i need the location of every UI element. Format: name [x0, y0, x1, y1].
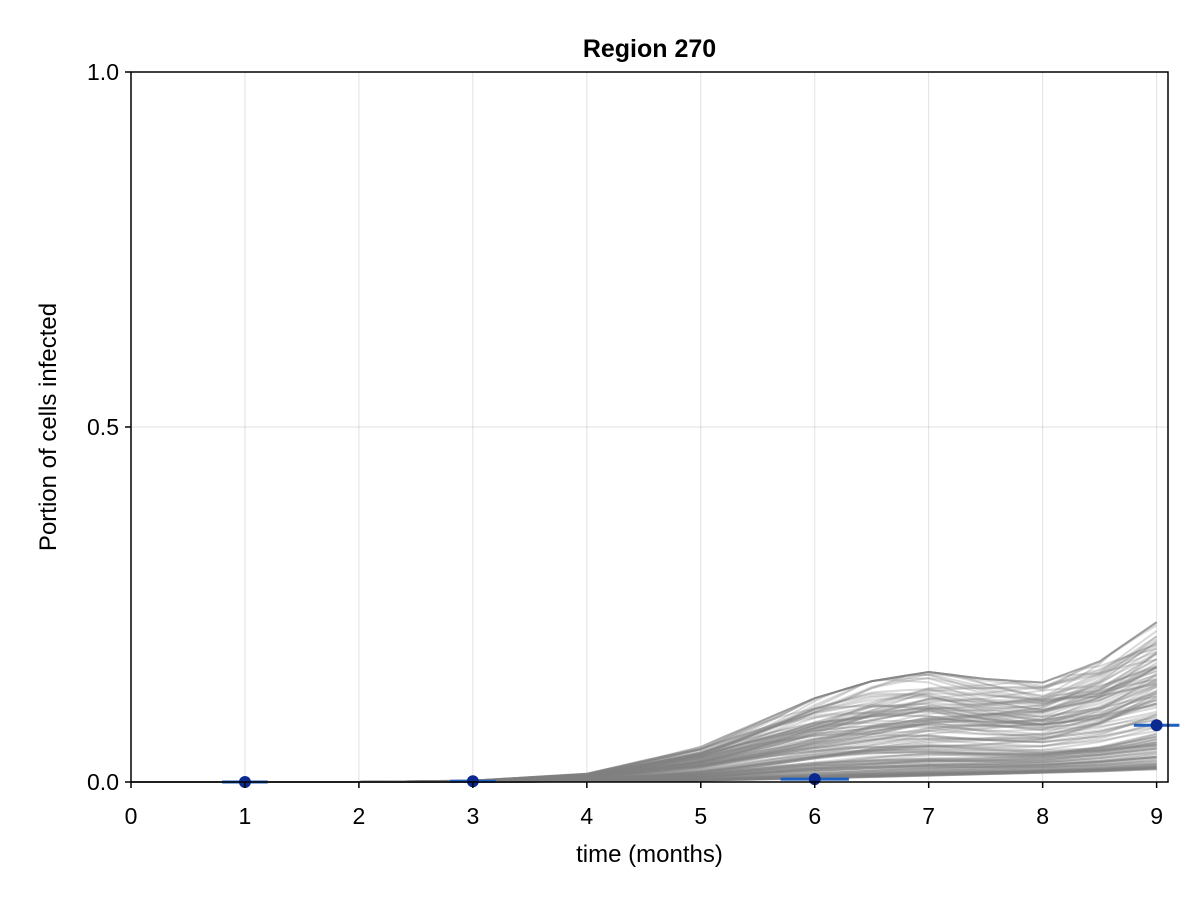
x-tick-label: 8: [1036, 803, 1049, 829]
x-tick-label: 0: [125, 803, 138, 829]
x-tick-label: 3: [466, 803, 479, 829]
x-tick-label: 4: [580, 803, 593, 829]
chart-title: Region 270: [583, 35, 716, 63]
x-tick-label: 5: [694, 803, 707, 829]
x-tick-label: 9: [1150, 803, 1163, 829]
x-tick-label: 7: [922, 803, 935, 829]
x-tick-label: 6: [808, 803, 821, 829]
x-tick-label: 2: [353, 803, 366, 829]
grid-layer: [130, 71, 1168, 783]
simulation-lines: [131, 621, 1158, 783]
y-axis-label: Portion of cells infected: [35, 303, 62, 551]
y-tick-label: 0.0: [87, 769, 119, 795]
x-axis-label: time (months): [576, 841, 723, 868]
y-tick-label: 0.5: [87, 414, 119, 440]
x-tick-label: 1: [239, 803, 252, 829]
observation-point: [1150, 719, 1163, 732]
y-tick-label: 1.0: [87, 59, 119, 85]
axis-ticks: 0 1 2 3 4 5 6 7 8 9 0.0 0.5 1.0: [87, 59, 1163, 829]
